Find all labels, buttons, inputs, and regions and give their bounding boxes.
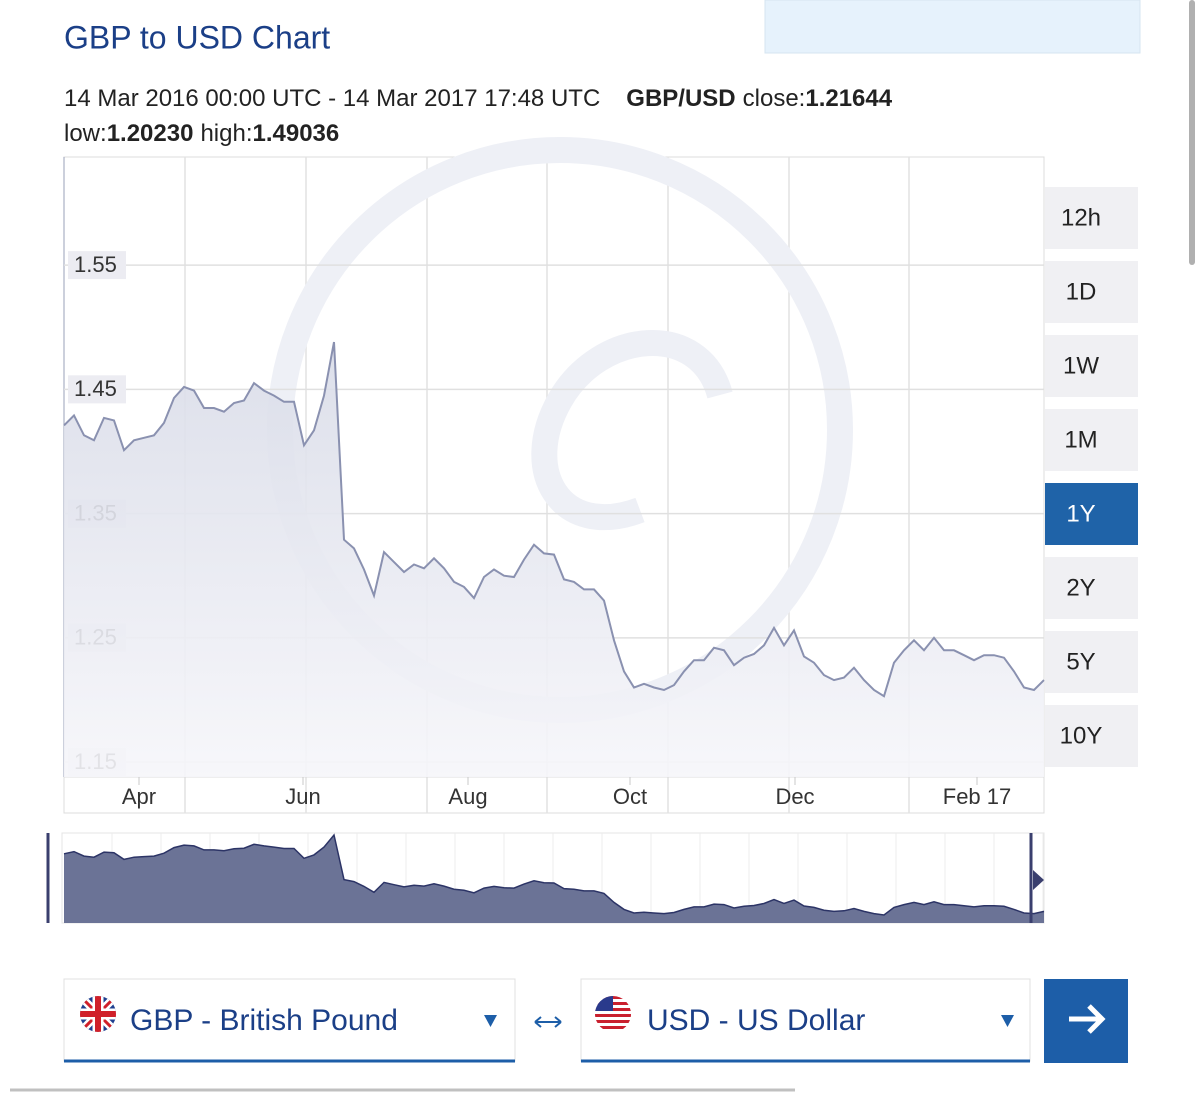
- period-button[interactable]: [1045, 557, 1138, 619]
- summary-line: 14 Mar 2016 00:00 UTC - 14 Mar 2017 17:4…: [64, 85, 893, 112]
- from-select[interactable]: [63, 978, 516, 1062]
- period-button[interactable]: [1045, 631, 1138, 693]
- low-label: low:: [64, 120, 107, 147]
- period-label: 12h: [1061, 204, 1101, 231]
- period-button[interactable]: [1045, 335, 1138, 397]
- title: GBP to USD Chart: [64, 19, 330, 55]
- line: [63, 341, 1045, 698]
- to-select[interactable]: [580, 978, 1031, 1062]
- area: [64, 342, 1044, 777]
- swap-icon[interactable]: [534, 1016, 562, 1028]
- x-tick-label: Dec: [775, 784, 814, 809]
- period-label: 1W: [1063, 352, 1099, 379]
- period-label: 1Y: [1066, 500, 1095, 527]
- period-button[interactable]: [1045, 261, 1138, 323]
- period-label: 10Y: [1060, 722, 1103, 749]
- to-currency: USD - US Dollar: [647, 1004, 865, 1037]
- x-tick-label: Feb 17: [943, 784, 1012, 809]
- range: 14 Mar 2016 00:00 UTC - 14 Mar 2017 17:4…: [64, 85, 600, 112]
- dropdown-arrow: [484, 1015, 497, 1027]
- period-button[interactable]: [1045, 409, 1138, 471]
- x-tick-label: Oct: [613, 784, 647, 809]
- x-tick-label: Jun: [285, 784, 320, 809]
- navigator-line: [63, 833, 1045, 916]
- period-button[interactable]: [1045, 187, 1138, 249]
- x-tick-label: Aug: [448, 784, 487, 809]
- period-button[interactable]: [1045, 483, 1138, 545]
- period-label: 5Y: [1066, 648, 1095, 675]
- x-tick-label: Apr: [122, 784, 156, 809]
- top-panel: [764, 0, 1141, 54]
- y-tick-label-bg: [68, 375, 126, 404]
- y-tick-label: 1.45: [74, 376, 117, 401]
- dropdown-arrow: [1001, 1015, 1014, 1027]
- us-flag: [595, 996, 631, 1032]
- summary-line: low:1.20230 high:1.49036: [64, 120, 339, 147]
- period-label: 1M: [1064, 426, 1097, 453]
- period-label: 2Y: [1066, 574, 1095, 601]
- pair: GBP/USD: [626, 85, 735, 112]
- y-tick-label: 1.55: [74, 252, 117, 277]
- high-label: high:: [200, 120, 252, 147]
- low-value: 1.20230: [107, 120, 194, 147]
- high-value: 1.49036: [253, 120, 340, 147]
- navigator: [46, 832, 1045, 924]
- close-value: 1.21644: [805, 85, 892, 112]
- scrollbar: [1189, 0, 1195, 265]
- from-currency: GBP - British Pound: [130, 1004, 398, 1037]
- period-button[interactable]: [1045, 705, 1138, 767]
- arrow-icon: [1069, 1004, 1106, 1034]
- close-label: close:: [743, 85, 806, 112]
- navigator-grip: [1033, 870, 1044, 890]
- period-label: 1D: [1066, 278, 1097, 305]
- converter: GBP - British Pound USD - US Dollar: [63, 978, 1128, 1063]
- y-tick-label-bg: [68, 251, 126, 280]
